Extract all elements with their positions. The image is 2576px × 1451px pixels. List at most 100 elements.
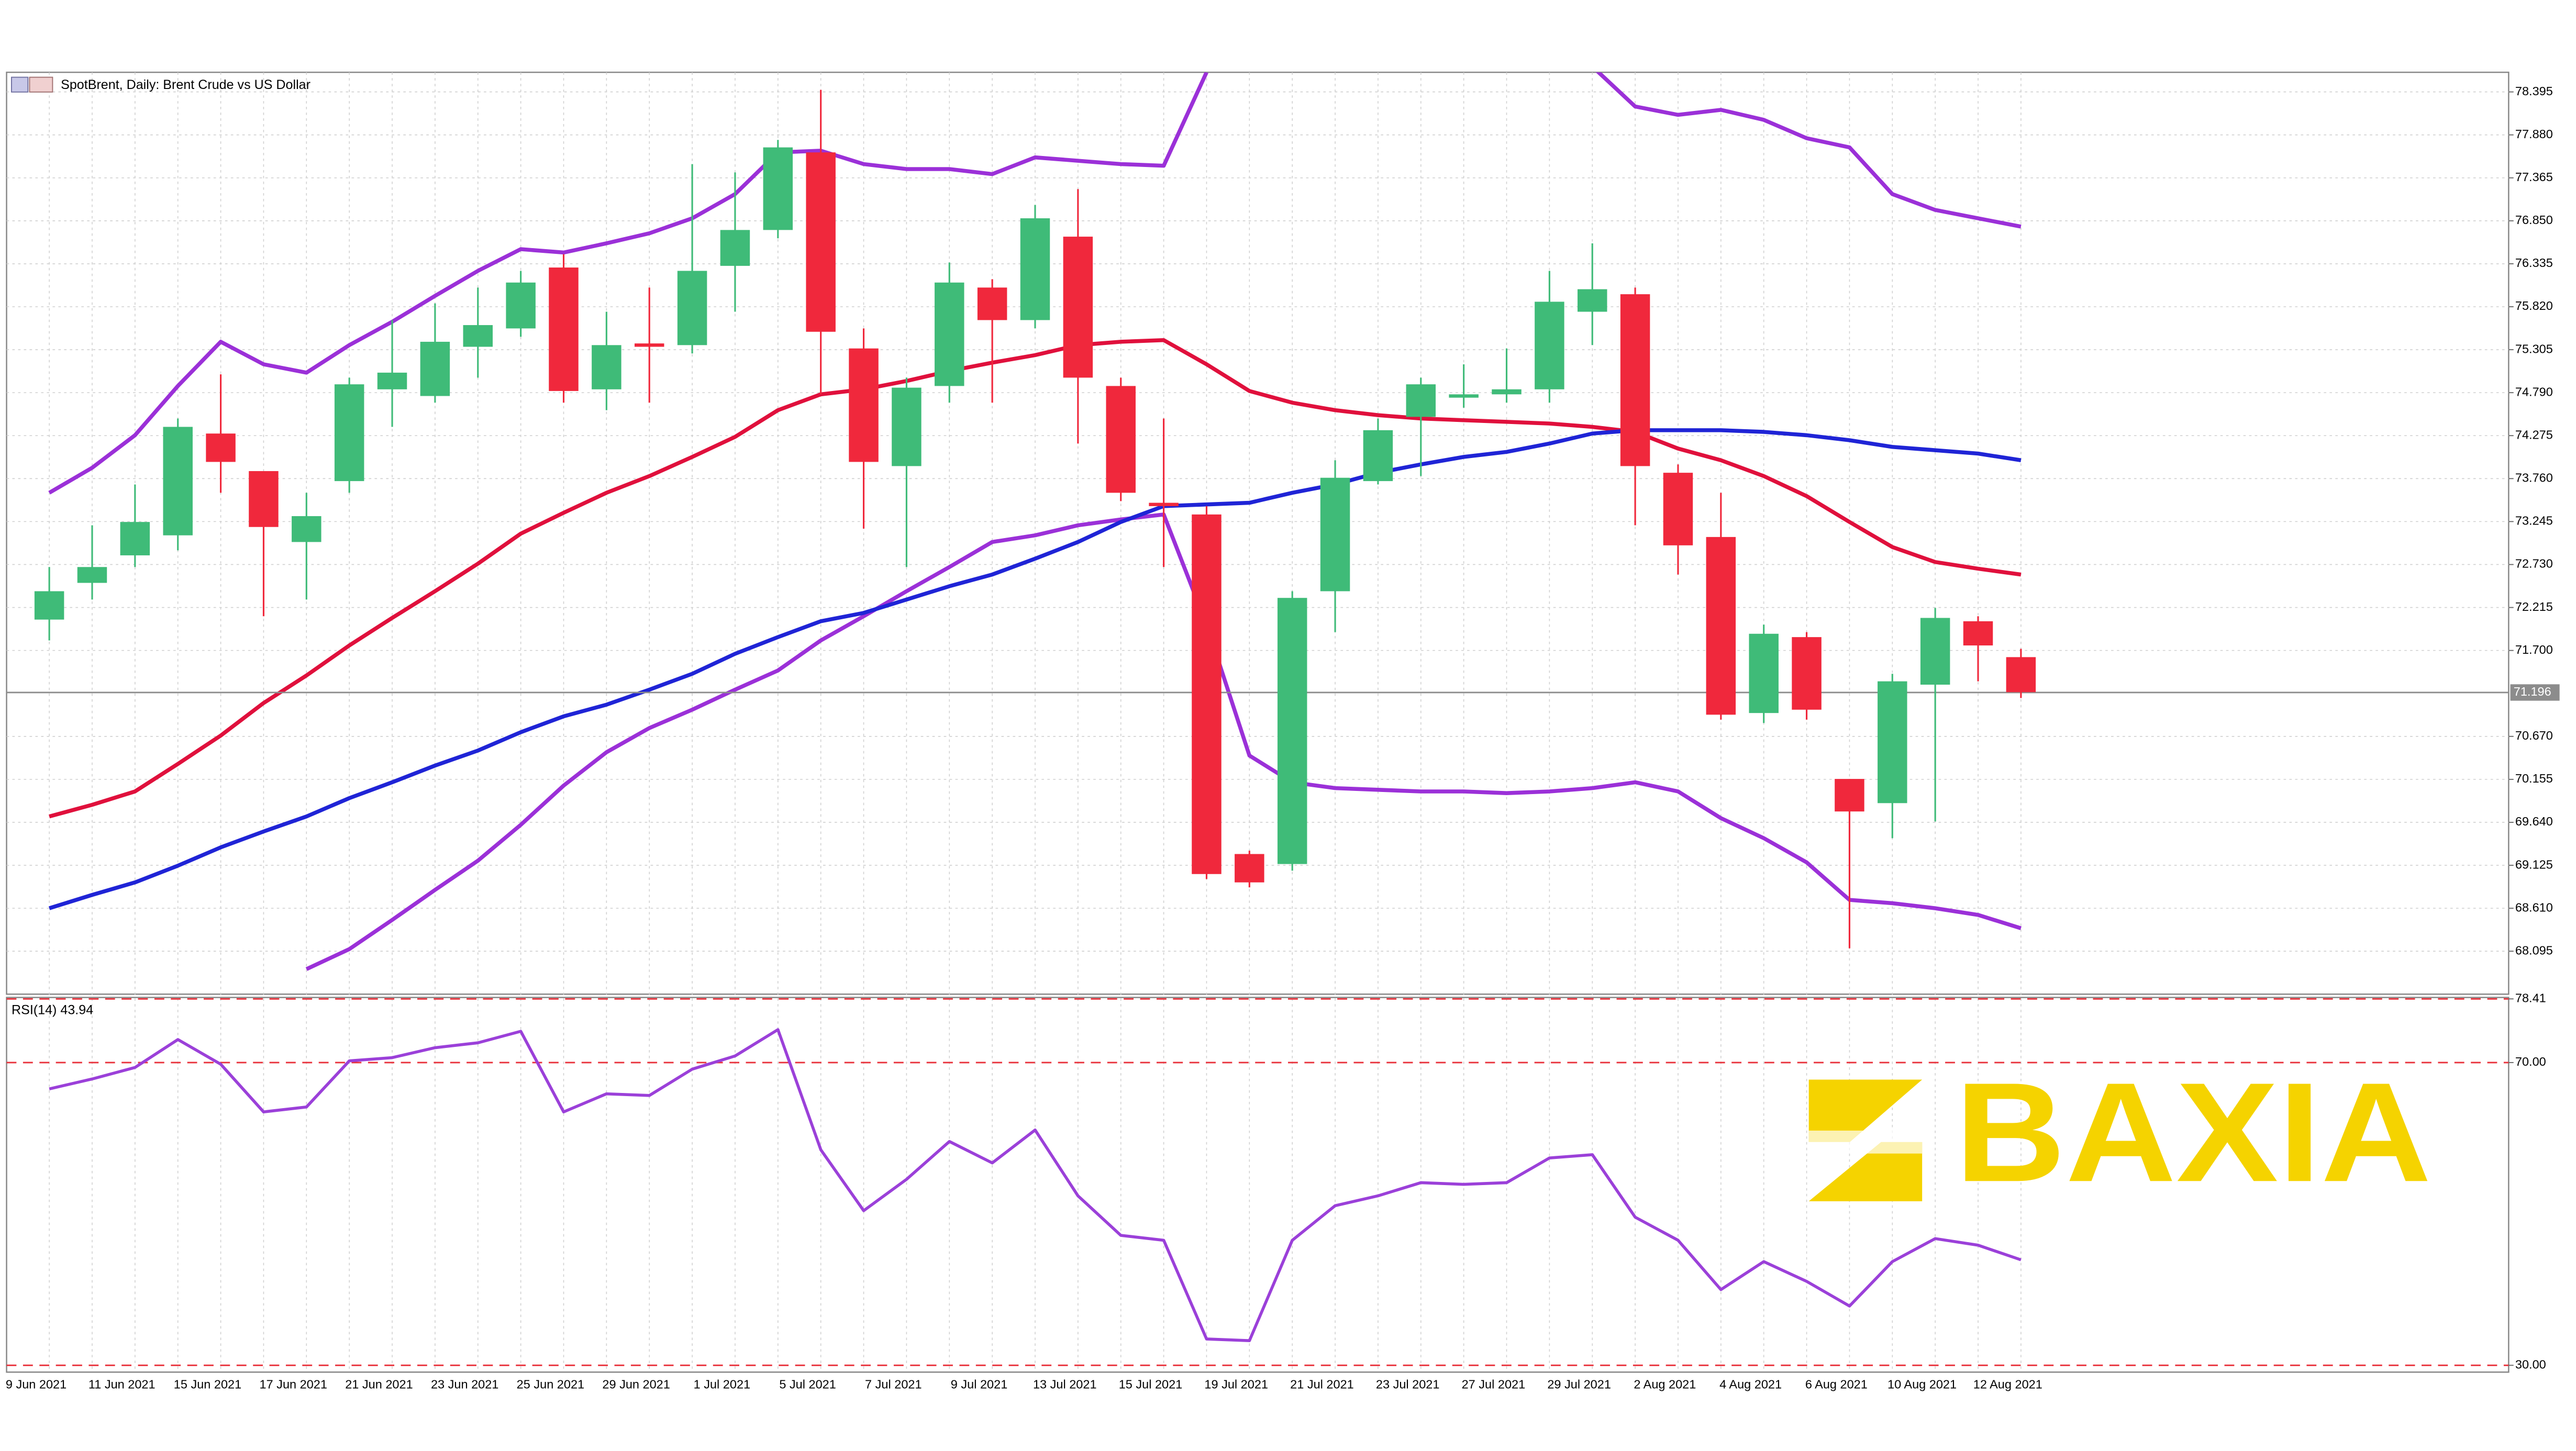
candle-body	[1577, 289, 1607, 312]
candle-body	[1192, 514, 1222, 874]
candle-body	[592, 345, 621, 389]
candle-body	[1406, 384, 1436, 417]
candle-body	[1963, 621, 1993, 646]
rsi-panel-frame	[6, 997, 2510, 1373]
x-tick-label: 21 Jun 2021	[345, 1378, 413, 1391]
x-tick-label: 21 Jul 2021	[1290, 1378, 1354, 1391]
candle-body	[1835, 779, 1864, 812]
rsi-title: RSI(14) 43.94	[12, 1002, 93, 1017]
candle-body	[1663, 473, 1693, 545]
y-tick-label: 69.640	[2515, 814, 2553, 828]
indicator-line	[49, 428, 2022, 910]
x-tick-label: 29 Jul 2021	[1547, 1378, 1611, 1391]
candle-body	[977, 287, 1007, 320]
x-tick-label: 7 Jul 2021	[865, 1378, 922, 1391]
candle-body	[892, 387, 921, 466]
candle-body	[1878, 681, 1907, 803]
candle-body	[1706, 537, 1736, 715]
x-tick-label: 25 Jun 2021	[517, 1378, 584, 1391]
y-tick-label: 75.820	[2515, 299, 2553, 312]
grid	[6, 72, 2509, 1372]
rsi-plot	[6, 998, 2509, 1366]
x-tick-label: 10 Aug 2021	[1887, 1378, 1957, 1391]
y-tick-label: 70.155	[2515, 772, 2553, 785]
candle-body	[420, 341, 450, 396]
y-tick-label: 69.125	[2515, 857, 2553, 871]
x-tick-label: 1 Jul 2021	[694, 1378, 751, 1391]
candle-body	[1535, 302, 1564, 389]
y-tick-label: 78.41	[2515, 991, 2546, 1005]
x-tick-label: 17 Jun 2021	[260, 1378, 327, 1391]
candle-body	[935, 282, 964, 386]
y-tick-label: 77.880	[2515, 127, 2553, 141]
candle-body	[377, 372, 407, 389]
candle-body	[163, 427, 193, 535]
y-tick-label: 76.335	[2515, 256, 2553, 270]
symbol-icon	[29, 76, 53, 93]
x-tick-label: 23 Jul 2021	[1376, 1378, 1440, 1391]
x-tick-label: 23 Jun 2021	[431, 1378, 498, 1391]
candle-body	[1063, 237, 1093, 378]
x-tick-label: 27 Jul 2021	[1462, 1378, 1526, 1391]
price-plot	[6, 72, 2509, 971]
candle-body	[1920, 618, 1950, 685]
logo-icon	[1808, 1079, 1923, 1201]
candle-body	[120, 522, 150, 555]
candle-body	[1277, 598, 1307, 864]
price-panel-frame	[6, 71, 2510, 995]
y-tick-label: 68.095	[2515, 943, 2553, 957]
indicator-line	[49, 338, 2022, 819]
candle-body	[1363, 430, 1393, 482]
x-tick-label: 19 Jul 2021	[1204, 1378, 1268, 1391]
x-tick-label: 29 Jun 2021	[602, 1378, 670, 1391]
axes: 9 Jun 2021 11 Jun 2021 15 Jun 2021 17 Jun 2…	[6, 84, 2560, 1391]
x-tick-label: 15 Jun 2021	[174, 1378, 241, 1391]
candle-body	[206, 433, 236, 462]
y-tick-label: 74.275	[2515, 428, 2553, 441]
watermark: BAXIA	[1955, 1054, 2431, 1211]
candle-body	[1320, 477, 1350, 591]
logo-icon-stripe	[1808, 1130, 1923, 1154]
x-tick-label: 11 Jun 2021	[88, 1378, 156, 1391]
candle-body	[1749, 633, 1779, 713]
candle-body	[334, 384, 364, 482]
x-tick-label: 9 Jun 2021	[6, 1378, 66, 1391]
candle-body	[77, 567, 107, 583]
x-tick-label: 12 Aug 2021	[1973, 1378, 2042, 1391]
candle-body	[763, 147, 793, 230]
y-tick-label: 73.760	[2515, 471, 2553, 485]
watermark-logo: BAXIA	[1808, 1054, 2431, 1211]
candle-body	[1235, 854, 1264, 883]
y-tick-label: 71.700	[2515, 643, 2553, 656]
current-price-label: 71.196	[2514, 685, 2551, 698]
x-tick-label: 2 Aug 2021	[1634, 1378, 1696, 1391]
y-tick-label: 75.305	[2515, 342, 2553, 355]
candle-body	[1449, 394, 1479, 398]
candle-body	[2006, 657, 2036, 693]
y-tick-label: 70.00	[2515, 1055, 2546, 1068]
candle-body	[1106, 386, 1136, 493]
y-tick-label: 78.395	[2515, 84, 2553, 98]
candle-body	[292, 516, 321, 542]
y-tick-label: 74.790	[2515, 385, 2553, 398]
candle-body	[1620, 294, 1650, 466]
x-tick-label: 13 Jul 2021	[1033, 1378, 1097, 1391]
x-tick-label: 4 Aug 2021	[1719, 1378, 1782, 1391]
candle-body	[1020, 218, 1050, 320]
candle-body	[249, 471, 279, 527]
y-tick-label: 73.245	[2515, 514, 2553, 528]
candle-body	[1792, 637, 1822, 710]
y-tick-label: 68.610	[2515, 900, 2553, 914]
candle-body	[677, 271, 707, 345]
candle-body	[463, 325, 493, 347]
y-tick-label: 30.00	[2515, 1358, 2546, 1371]
y-tick-label: 72.215	[2515, 600, 2553, 613]
candle-body	[34, 591, 64, 620]
candle-body	[1492, 389, 1522, 395]
x-tick-label: 5 Jul 2021	[779, 1378, 836, 1391]
candle-body	[1149, 503, 1179, 506]
symbol-icon	[11, 76, 29, 93]
y-tick-label: 72.730	[2515, 557, 2553, 571]
